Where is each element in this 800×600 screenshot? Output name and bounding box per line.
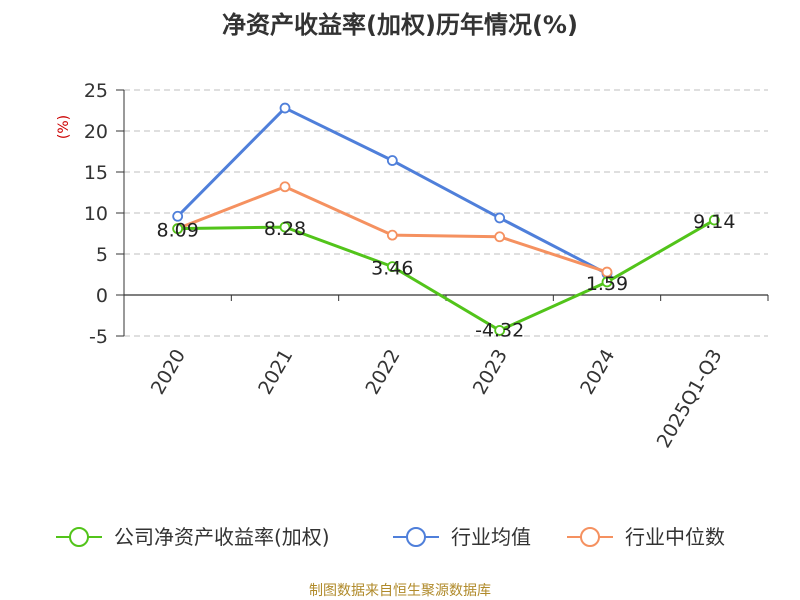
data-labels: 8.09 8.28 3.46 -4.32 1.59 9.14	[157, 211, 736, 341]
data-point	[172, 210, 184, 222]
data-point	[279, 102, 291, 114]
y-axis-unit: (%)	[56, 115, 72, 139]
legend-item: 行业中位数	[567, 525, 725, 549]
legend-label: 行业中位数	[625, 525, 725, 549]
series	[172, 102, 720, 336]
series-line	[177, 218, 716, 332]
x-tick-label: 2022	[361, 346, 404, 399]
x-tick-label: 2023	[469, 345, 512, 398]
data-point	[494, 325, 506, 336]
x-tick-label: 2020	[147, 346, 190, 399]
data-label: 8.09	[157, 220, 199, 242]
series-0	[172, 214, 720, 336]
data-point	[708, 214, 720, 226]
data-point	[172, 223, 184, 235]
legend-label: 行业均值	[451, 525, 531, 549]
chart-title: 净资产收益率(加权)历年情况(%)	[222, 11, 578, 39]
x-tick-label: 2021	[254, 346, 297, 399]
data-point	[601, 276, 613, 288]
data-label: -4.32	[475, 319, 524, 341]
y-tick-label: -5	[89, 326, 108, 348]
legend: 公司净资产收益率(加权) 行业均值 行业中位数	[56, 525, 725, 549]
data-label: 1.59	[586, 273, 628, 295]
axes: -5 0 5 10 15 20 25 2020 2021 2022 2023 2024 2025Q1-Q…	[84, 80, 769, 452]
data-point	[386, 229, 398, 241]
series-1	[172, 102, 613, 280]
legend-item: 公司净资产收益率(加权)	[56, 525, 330, 549]
x-tick-label: 2024	[576, 346, 619, 399]
data-label: 8.28	[264, 218, 306, 240]
y-tick-label: 20	[84, 121, 108, 143]
data-point	[601, 266, 613, 278]
legend-swatch-marker	[69, 527, 89, 547]
data-point	[494, 231, 506, 243]
series-line	[176, 106, 608, 276]
legend-label: 公司净资产收益率(加权)	[114, 525, 330, 549]
data-point	[279, 221, 291, 233]
data-point	[386, 155, 398, 166]
data-point	[386, 261, 398, 273]
y-tick-label: 5	[96, 244, 108, 266]
data-source-note: 制图数据来自恒生聚源数据库	[309, 583, 491, 599]
legend-swatch-marker	[580, 527, 600, 547]
y-tick-label: 10	[84, 203, 108, 225]
data-label: 9.14	[693, 211, 735, 233]
y-tick-label: 25	[84, 80, 108, 102]
y-tick-label: 0	[96, 285, 108, 307]
x-tick-label: 2025Q1-Q3	[653, 346, 727, 452]
y-tick-label: 15	[84, 162, 108, 184]
data-label: 3.46	[371, 258, 413, 280]
legend-item: 行业均值	[393, 525, 531, 549]
grid	[124, 89, 768, 337]
data-point	[279, 181, 291, 193]
legend-swatch-marker	[406, 527, 426, 547]
data-point	[494, 212, 506, 224]
